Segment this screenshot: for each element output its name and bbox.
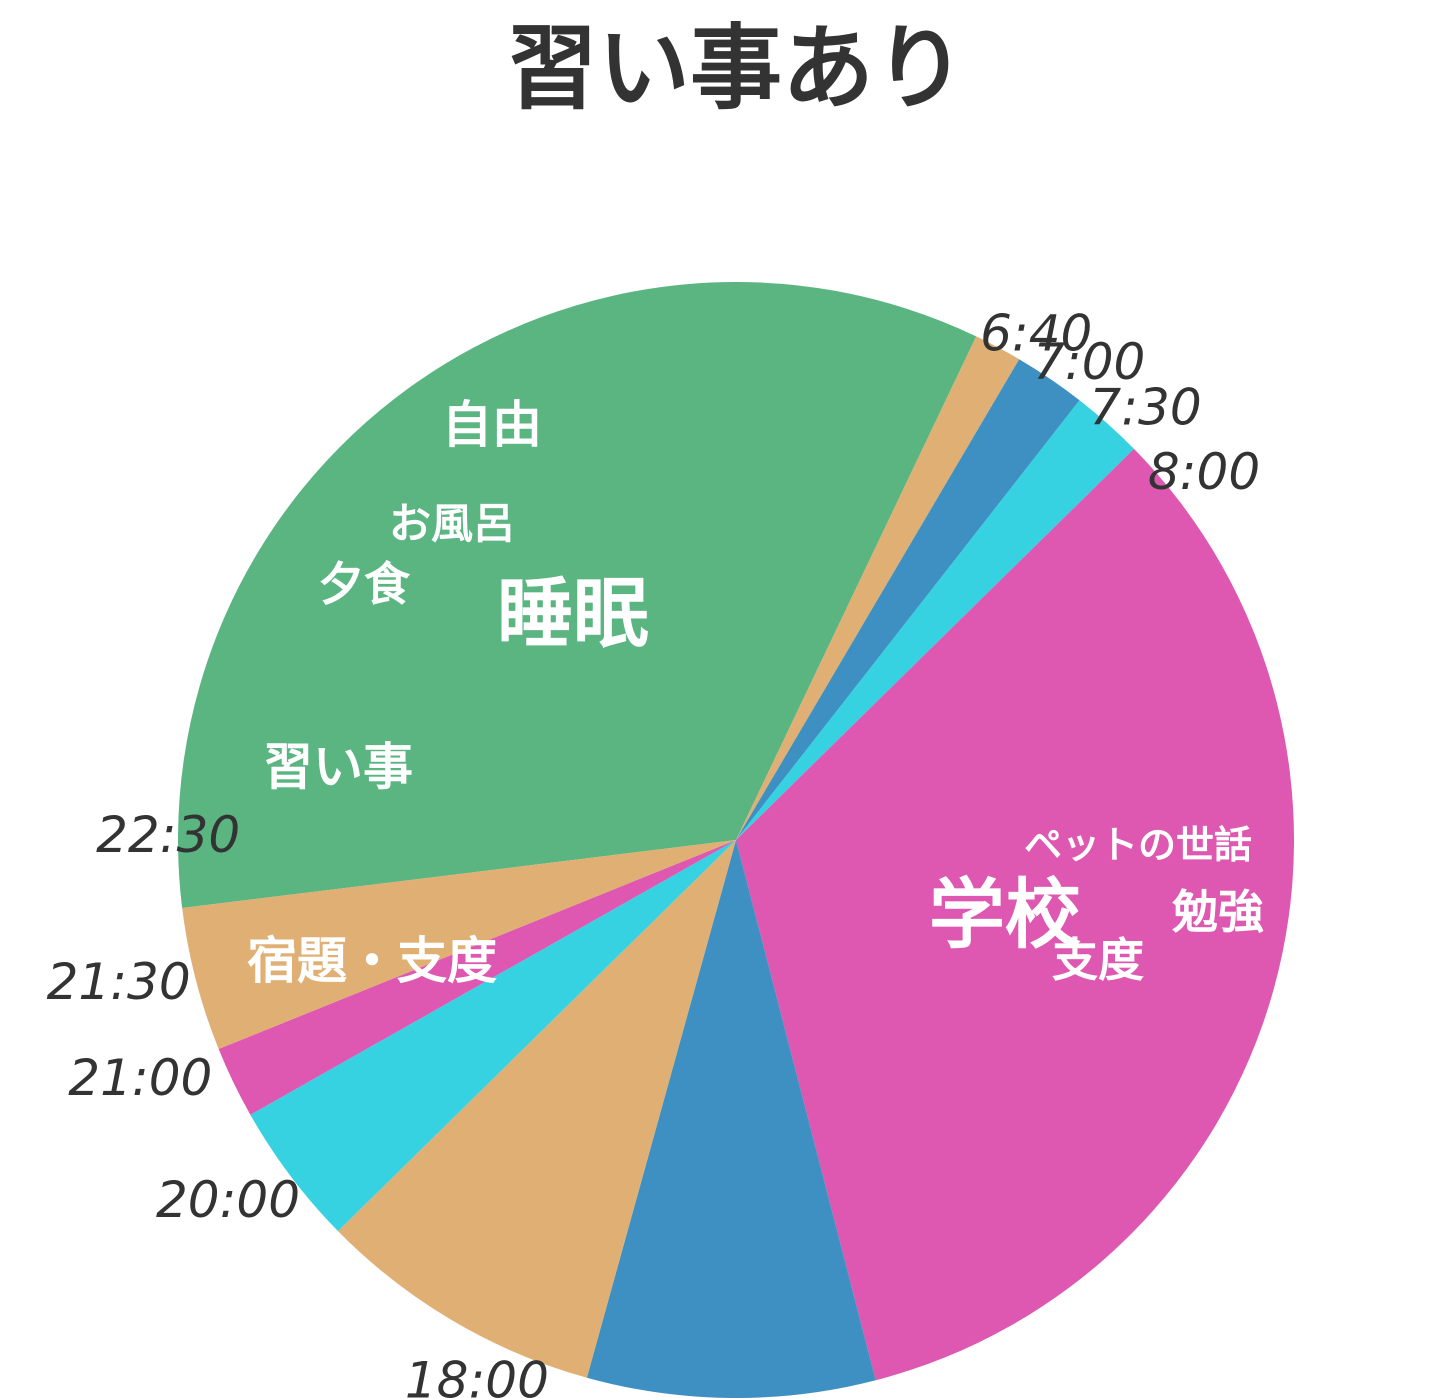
chart-title: 習い事あり: [506, 15, 966, 122]
pie-slice: [586, 840, 876, 1398]
slice-label: 自由: [442, 396, 542, 454]
time-label: 21:00: [68, 1049, 212, 1107]
pie-slice: [178, 281, 977, 909]
time-label: 8:00: [1148, 443, 1260, 501]
pie-slice: [736, 359, 1080, 840]
pie-slice: [182, 840, 736, 1050]
time-label: 22:30: [96, 806, 240, 864]
pie-slices: [178, 281, 1294, 1398]
time-label: 18:00: [405, 1352, 549, 1398]
pie-slice: [736, 448, 1294, 1381]
pie-slice: [218, 840, 736, 1115]
time-label: 6:40: [980, 304, 1092, 362]
time-label: 7:00: [1033, 333, 1145, 391]
slice-label: 宿題・支度: [247, 932, 497, 990]
pie-slice: [338, 840, 736, 1378]
slice-label: お風呂: [389, 499, 515, 548]
time-label: 7:30: [1089, 378, 1201, 436]
time-label: 21:30: [47, 953, 191, 1011]
pie-time-labels: 6:407:007:30 8:00 16:00 18:00 20:00 21:00 21:3…: [47, 304, 1261, 1398]
slice-label: 勉強: [1172, 885, 1264, 939]
slice-label: 夕食: [318, 557, 411, 611]
pie-slice: [250, 840, 736, 1232]
time-label: 20:00: [156, 1171, 300, 1229]
pie-slice: [736, 400, 1134, 840]
slice-label: 習い事: [263, 738, 413, 796]
slice-label: 学校: [929, 870, 1081, 959]
time-label: 16:00: [694, 1394, 838, 1398]
pie-slice: [736, 336, 1020, 840]
slice-label: 睡眠: [497, 569, 649, 658]
slice-label: 支度: [1052, 933, 1144, 987]
slice-label: ペットの世話: [1024, 823, 1252, 867]
